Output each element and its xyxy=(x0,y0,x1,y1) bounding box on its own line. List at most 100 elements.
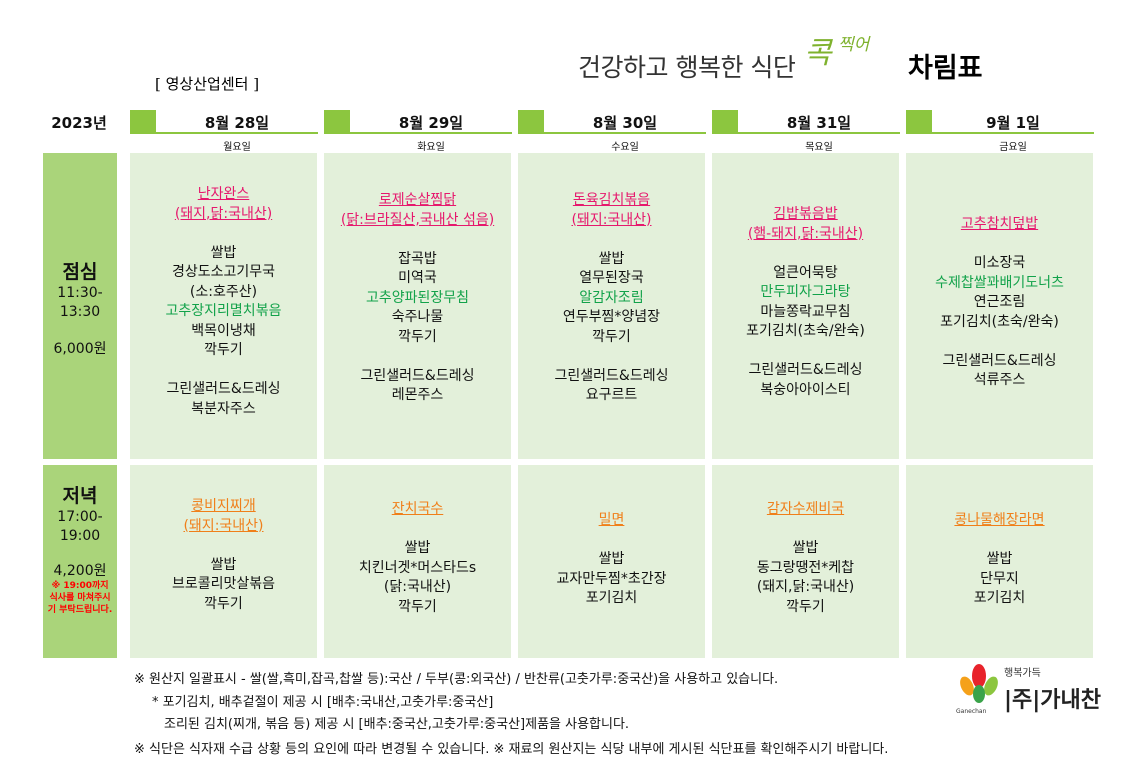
menu-item: 쌀밥 xyxy=(986,551,1013,567)
day-marker xyxy=(518,110,544,134)
day-marker xyxy=(324,110,350,134)
menu-item: 그린샐러드&드레싱 xyxy=(942,352,1057,369)
menu-main: 감자수제비국 xyxy=(766,501,845,517)
day-weekday: 목요일 xyxy=(805,142,833,153)
menu-item: 그린샐러드&드레싱 xyxy=(166,381,281,397)
lunch-time-start: 11:30- xyxy=(57,285,103,301)
day-underline xyxy=(738,132,900,134)
lunch-menu-wed: 돈육김치볶음 (돼지:국내산) 쌀밥 열무된장국 알감자조림 연두부찜*양념장 … xyxy=(518,153,705,459)
menu-item: 경상도소고기무국 xyxy=(171,264,276,280)
menu-item: 깍두기 xyxy=(204,595,243,612)
day-underline xyxy=(932,132,1094,134)
year-label: 2023년 xyxy=(51,114,107,132)
dinner-price: 4,200원 xyxy=(53,563,107,579)
lunch-menu-fri: 고추참치덮밥 미소장국 수제찹쌀꽈배기도너츠 연근조림 포기김치(초숙/완숙) … xyxy=(906,153,1093,459)
day-date: 8월 28일 xyxy=(204,114,270,132)
lunch-label-panel: 점심 11:30- 13:30 6,000원 xyxy=(43,153,117,459)
menu-item: 석류주스 xyxy=(973,372,1026,388)
menu-item: 쌀밥 xyxy=(598,250,625,267)
menu-item: 쌀밥 xyxy=(210,556,237,573)
menu-item: 레몬주스 xyxy=(391,387,444,403)
title-brand-small: 찍어 xyxy=(838,35,870,55)
menu-origin: (돼지:국내산) xyxy=(571,211,652,228)
menu-main: 난자완스 xyxy=(197,186,250,202)
day-marker xyxy=(906,110,932,134)
menu-item: 숙주나물 xyxy=(391,309,444,325)
title-prefix: 건강하고 행복한 식단 xyxy=(578,53,796,82)
dinner-menu-tue: 잔치국수 쌀밥 치킨너겟*머스타드s (닭:국내산) 깍두기 xyxy=(324,465,511,658)
dinner-menu-wed: 밀면 쌀밥 교자만두찜*초간장 포기김치 xyxy=(518,465,705,658)
menu-item: 쌀밥 xyxy=(210,244,237,261)
day-header: 8월 30일 xyxy=(518,110,706,134)
menu-item: 연두부찜*양념장 xyxy=(562,309,661,325)
day-weekday: 화요일 xyxy=(417,142,445,153)
dinner-time-start: 17:00- xyxy=(57,509,103,525)
footer-cooked-kimchi-note: 조리된 김치(찌개, 볶음 등) 제공 시 [배추:중국산,고춧가루:중국산]제… xyxy=(164,717,630,732)
center-name: [ 영상산업센터 ] xyxy=(155,75,260,93)
menu-item: 복분자주스 xyxy=(191,400,256,417)
menu-origin: (닭:브라질산,국내산 섞음) xyxy=(340,211,495,228)
menu-main: 고추참치덮밥 xyxy=(960,216,1039,232)
menu-item: 치킨너겟*머스타드s xyxy=(358,559,477,576)
logo-icon xyxy=(960,664,998,703)
menu-main: 로제순살찜닭 xyxy=(378,192,457,208)
menu-item: 복숭아아이스티 xyxy=(760,381,851,398)
day-date: 8월 30일 xyxy=(592,114,658,132)
menu-main: 밀면 xyxy=(598,512,625,528)
menu-item: 쌀밥 xyxy=(404,540,431,556)
menu-item: 그린샐러드&드레싱 xyxy=(360,367,475,384)
menu-item: 포기김치(초숙/완숙) xyxy=(940,313,1059,330)
menu-item: (돼지,닭:국내산) xyxy=(756,579,855,595)
menu-item: 고추양파된장무침 xyxy=(365,289,470,306)
day-header: 8월 31일 xyxy=(712,110,900,134)
menu-item: 포기김치(초숙/완숙) xyxy=(746,323,865,339)
menu-item: 깍두기 xyxy=(204,342,243,358)
lunch-menu-tue: 로제순살찜닭 (닭:브라질산,국내산 섞음) 잡곡밥 미역국 고추양파된장무침 … xyxy=(324,153,511,459)
footer-origin-note: ※ 원산지 일괄표시 - 쌀(쌀,흑미,잡곡,찹쌀 등):국산 / 두부(콩:외… xyxy=(134,672,779,687)
day-header: 8월 28일 xyxy=(130,110,318,134)
menu-item: 깍두기 xyxy=(398,598,437,615)
dinner-note: ※ 19:00까지 식사를 마쳐주시기 부탁드립니다. xyxy=(47,581,113,615)
day-date: 8월 31일 xyxy=(786,114,852,132)
company-logo: 행복가득 |주|가내찬 Ganechan xyxy=(956,658,1101,718)
day-header: 8월 29일 xyxy=(324,110,512,134)
lunch-menu-mon: 난자완스 (돼지,닭:국내산) 쌀밥 경상도소고기무국 (소:호주산) 고추장지… xyxy=(130,153,317,459)
menu-item: 알감자조림 xyxy=(579,289,644,306)
menu-item: 브로콜리맛살볶음 xyxy=(171,576,276,592)
menu-item: 마늘쫑락교무침 xyxy=(760,303,851,320)
menu-item: 미소장국 xyxy=(973,255,1026,271)
menu-origin: (햄-돼지,닭:국내산) xyxy=(747,225,864,242)
dinner-menu-fri: 콩나물해장라면 쌀밥 단무지 포기김치 xyxy=(906,465,1093,658)
dinner-label-panel: 저녁 17:00- 19:00 4,200원 ※ 19:00까지 식사를 마쳐주… xyxy=(43,465,117,658)
logo-slogan: 행복가득 xyxy=(1004,668,1041,679)
menu-item: 동그랑땡전*케찹 xyxy=(756,559,855,576)
menu-item: 교자만두찜*초간장 xyxy=(556,570,667,587)
day-date: 8월 29일 xyxy=(398,114,464,132)
title-brand: 콕 xyxy=(804,36,832,71)
day-marker xyxy=(130,110,156,134)
menu-main: 잔치국수 xyxy=(391,501,444,517)
day-weekday: 월요일 xyxy=(223,142,251,153)
title-main: 차림표 xyxy=(908,53,983,84)
lunch-menu-thu: 김밥볶음밥 (햄-돼지,닭:국내산) 얼큰어묵탕 만두피자그라탕 마늘쫑락교무침… xyxy=(712,153,899,459)
logo-english: Ganechan xyxy=(956,708,987,715)
menu-item: 미역국 xyxy=(398,270,437,286)
footer-kimchi-note: * 포기김치, 배추겉절이 제공 시 [배추:국내산,고춧가루:중국산] xyxy=(152,695,494,710)
menu-main: 콩비지찌개 xyxy=(191,498,256,514)
day-date: 9월 1일 xyxy=(986,114,1040,132)
menu-item: 깍두기 xyxy=(398,328,437,345)
menu-item: 연근조림 xyxy=(973,294,1026,310)
menu-item: 깍두기 xyxy=(592,328,631,345)
menu-item: 수제찹쌀꽈배기도너츠 xyxy=(935,274,1064,291)
menu-item: 잡곡밥 xyxy=(398,250,437,267)
day-underline xyxy=(544,132,706,134)
menu-item: (닭:국내산) xyxy=(383,579,452,595)
day-marker xyxy=(712,110,738,134)
dinner-menu-thu: 감자수제비국 쌀밥 동그랑땡전*케찹 (돼지,닭:국내산) 깍두기 xyxy=(712,465,899,658)
day-weekday: 수요일 xyxy=(611,142,639,153)
menu-item: 깍두기 xyxy=(786,598,825,615)
menu-item: (소:호주산) xyxy=(189,283,258,300)
menu-item: 그린샐러드&드레싱 xyxy=(554,367,669,384)
lunch-time-end: 13:30 xyxy=(59,304,101,320)
menu-main: 돈육김치볶음 xyxy=(572,192,651,208)
